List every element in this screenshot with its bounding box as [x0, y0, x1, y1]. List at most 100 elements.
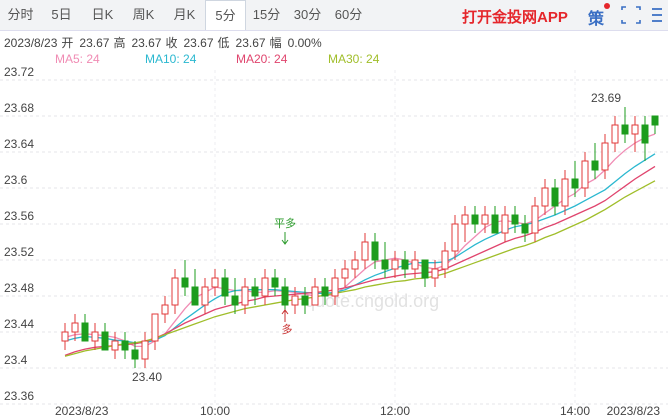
candle-body	[441, 250, 449, 270]
candle-body	[141, 340, 149, 360]
candle-body	[171, 277, 179, 306]
candle-body	[391, 259, 399, 270]
y-tick-label: 23.44	[4, 317, 34, 331]
tab[interactable]: 30分	[293, 7, 322, 22]
x-tick-label: 2023/8/23	[55, 404, 109, 418]
signal-arrow	[281, 232, 289, 245]
y-tick-label: 23.68	[4, 101, 34, 115]
info-text: 23.67	[131, 36, 161, 50]
candle-body	[531, 205, 539, 234]
chart: 2023/8/23 开 23.67 高 23.67 收 23.67 低 23.67 幅 0.00%M…	[0, 35, 668, 418]
candle-body	[101, 331, 109, 351]
toolbar-icons	[604, 3, 662, 24]
tab[interactable]: 月K	[173, 7, 196, 22]
ma-line	[64, 165, 656, 357]
info-text: 开	[61, 36, 73, 50]
candle-body	[461, 214, 469, 225]
candle-body	[411, 259, 419, 270]
candle-body	[311, 286, 319, 306]
candle-body	[301, 295, 309, 306]
x-tick-label: 10:00	[200, 404, 230, 418]
legend-entry: MA20: 24	[236, 52, 288, 66]
candle-body	[281, 286, 289, 306]
candle-body	[451, 223, 459, 252]
signal-text: 多	[282, 322, 293, 336]
candle-body	[111, 340, 119, 351]
info-text: 低	[218, 36, 230, 50]
candle-body	[331, 277, 339, 297]
app-link[interactable]: 打开金投网APP	[462, 9, 568, 26]
signal-arrow	[281, 309, 289, 322]
signal-text: 平多	[274, 216, 296, 230]
candle-body	[431, 268, 439, 279]
candle-body	[381, 259, 389, 270]
candle-body	[221, 277, 229, 297]
candle-body	[261, 277, 269, 297]
candle-body	[271, 277, 279, 288]
y-tick-label: 23.48	[4, 281, 34, 295]
tab[interactable]: 15分	[252, 7, 281, 22]
strategy-icon[interactable]: 策	[588, 11, 605, 28]
info-text: 2023/8/23	[4, 36, 58, 50]
x-tick-label: 12:00	[380, 404, 410, 418]
candle-body	[211, 277, 219, 288]
ma-line	[64, 180, 656, 357]
watermark: quote.cngold.org	[305, 291, 439, 311]
info-text: 收	[165, 36, 177, 50]
info-text: 幅	[270, 35, 282, 50]
info-text: 0.00%	[288, 36, 322, 50]
candle-body	[351, 259, 359, 270]
menu-icon[interactable]	[652, 8, 662, 22]
candle-body	[481, 214, 489, 225]
candle-body	[71, 322, 79, 333]
tab[interactable]: 60分	[334, 7, 363, 22]
candle-body	[61, 331, 69, 342]
candle-body	[621, 124, 629, 135]
y-tick-label: 23.64	[4, 137, 34, 151]
candle-body	[151, 313, 159, 342]
candle-body	[471, 214, 479, 225]
candle-body	[371, 241, 379, 261]
candle-body	[251, 286, 259, 297]
candle-body	[631, 124, 639, 135]
tab[interactable]: 5日	[51, 7, 72, 22]
candle-body	[541, 187, 549, 207]
candle-body	[191, 286, 199, 306]
legend-entry: MA30: 24	[328, 52, 380, 66]
candle-body	[361, 241, 369, 261]
candle-body	[401, 259, 409, 270]
tab[interactable]: 5分	[205, 0, 246, 30]
candle-body	[511, 214, 519, 225]
candle-body	[121, 340, 129, 351]
tab[interactable]: 周K	[132, 7, 155, 22]
x-tick-label: 2023/8/23	[607, 404, 661, 418]
legend-entry: MA10: 24	[145, 52, 197, 66]
candle-body	[591, 160, 599, 171]
candle-body	[81, 322, 89, 342]
tab[interactable]: 分时	[7, 7, 34, 22]
candle-body	[581, 160, 589, 189]
info-text: 23.67	[236, 36, 266, 50]
candle-body	[521, 223, 529, 234]
info-text: 23.67	[79, 36, 109, 50]
candle-body	[421, 259, 429, 279]
candle-body	[571, 178, 579, 189]
y-tick-label: 23.56	[4, 209, 34, 223]
y-tick-label: 23.36	[4, 389, 34, 403]
fullscreen-icon[interactable]	[621, 6, 641, 24]
info-text: 23.67	[184, 36, 214, 50]
candle-body	[161, 304, 169, 315]
max-label: 23.69	[591, 91, 621, 105]
candle-body	[641, 124, 649, 144]
min-label: 23.40	[132, 370, 162, 384]
candle-body	[321, 286, 329, 297]
candle-body	[611, 124, 619, 144]
candle-body	[491, 214, 499, 234]
tab[interactable]: 日K	[91, 7, 114, 22]
y-tick-label: 23.6	[4, 173, 28, 187]
candle-body	[651, 115, 659, 126]
y-tick-label: 23.52	[4, 245, 34, 259]
candle-body	[241, 286, 249, 306]
candle-body	[341, 268, 349, 279]
